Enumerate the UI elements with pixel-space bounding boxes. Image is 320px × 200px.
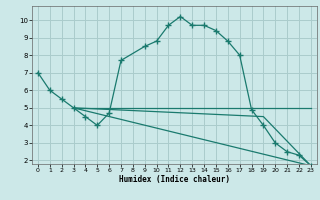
- X-axis label: Humidex (Indice chaleur): Humidex (Indice chaleur): [119, 175, 230, 184]
